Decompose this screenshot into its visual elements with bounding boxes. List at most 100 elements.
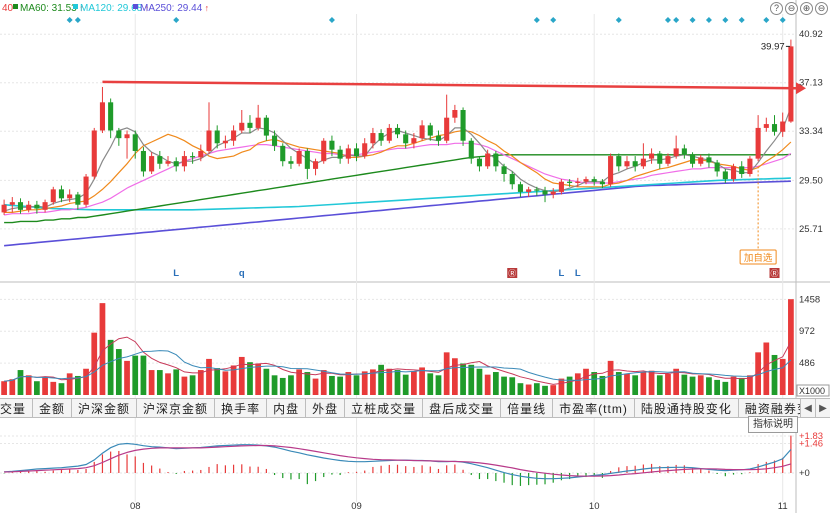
candle-body [99,102,105,131]
event-diamond [722,17,729,23]
candle-body [567,181,573,183]
volume-bar [124,360,130,395]
candle-body [460,110,466,141]
volume-bar [386,368,393,395]
volume-bar [755,352,761,395]
macd-tick-label: +0 [799,468,810,479]
tab-amount[interactable]: 金额 [33,399,73,417]
candle-body [755,127,761,159]
event-diamond [705,17,712,23]
candle-body [140,150,146,172]
volume-ma10-line [4,350,792,382]
event-mark: L [575,268,581,279]
zoom-in-icon[interactable]: ⊕ [800,2,813,15]
candle-body [608,156,614,185]
volume-bar [492,372,499,395]
volume-bar [738,377,745,395]
candle-body [378,133,384,141]
tab-outer[interactable]: 外盘 [306,399,346,417]
event-mark: q [239,268,245,279]
tab-turnover[interactable]: 换手率 [215,399,268,417]
candle-body [550,191,556,195]
candle-body [763,124,769,128]
candle-body [501,166,507,174]
volume-bar [148,370,155,395]
candle-body [657,153,663,164]
candle-body [247,122,253,128]
legend-swatch-ma250 [133,4,138,9]
volume-bar [353,375,360,395]
candle-body [198,150,204,158]
volume-bar [452,358,458,395]
legend-swatch-ma120 [73,4,78,9]
tab-scroll-left-icon[interactable]: ◀ [800,399,815,417]
candle-body [435,135,442,141]
volume-bar [533,383,540,395]
volume-bar [640,372,647,395]
volume-bar [435,375,442,395]
tab-after-hours-volume[interactable]: 盘后成交量 [423,399,502,417]
candle-body [517,184,523,192]
candle-body [149,156,155,172]
candle-body [83,176,89,205]
volume-bar [337,376,343,395]
candle-body [780,121,786,132]
volume-bar [214,368,221,395]
report-badge-label: Ⓡ [771,269,779,278]
tab-scroll: ◀ ▶ [800,399,830,417]
volume-bar [288,375,294,395]
volume-bar [714,379,721,395]
candle-body [427,125,433,136]
volume-bar [361,371,368,395]
indicator-explain-button[interactable]: 指标说明 [748,416,798,433]
volume-bar [394,370,401,395]
high-price-label: 39.97 [761,41,785,52]
volume-tick-label: 972 [799,326,815,337]
candle-body [67,194,73,199]
annotation-arrow-line [102,80,797,90]
tab-northbound[interactable]: 陆股通持股变化 [635,399,739,417]
candle-body [190,156,196,158]
candle-body [181,156,187,167]
candle-body [116,130,122,139]
zoom-out-icon[interactable]: ⊖ [785,2,798,15]
candle-body [485,153,491,167]
volume-bar [115,349,122,395]
volume-bar [747,375,753,395]
volume-bar [673,368,680,395]
month-label: 10 [589,501,600,512]
volume-bar [615,372,622,395]
volume-bar [230,365,237,395]
ma120-line [4,177,791,211]
tab-scroll-right-icon[interactable]: ▶ [815,399,830,417]
tab-pile-volume[interactable]: 立桩成交量 [345,399,424,417]
candle-body [124,134,130,139]
tab-inner[interactable]: 内盘 [267,399,307,417]
price-tick-label: 37.13 [799,78,823,89]
tab-hs-amount[interactable]: 沪深金额 [72,399,138,417]
volume-unit-box [796,384,830,397]
volume-bar [34,381,40,395]
legend-ma60-arrow: ↑ [79,3,84,13]
minus-icon[interactable]: ⊖ [815,2,828,15]
candle-body [411,138,417,144]
indicator-tab-bar: 交量 金额 沪深金额 沪深京金额 换手率 内盘 外盘 立桩成交量 盘后成交量 倍… [0,398,830,418]
volume-bar [83,368,89,395]
tab-hsj-amount[interactable]: 沪深京金额 [137,399,216,417]
volume-bar [17,370,24,395]
volume-bar [722,381,729,395]
help-icon[interactable]: ? [770,2,783,15]
candle-body [444,117,450,141]
volume-bar [107,339,114,395]
volume-bar [296,369,303,395]
candle-body [255,117,261,128]
volume-bar [263,368,270,395]
tab-pe-ttm[interactable]: 市盈率(ttm) [553,399,635,417]
tab-double-volume[interactable]: 倍量线 [501,399,554,417]
tab-volume[interactable]: 交量 [0,399,34,417]
volume-bar [624,374,630,395]
event-diamond [173,17,180,23]
volume-bar [788,299,794,395]
month-label: 11 [778,501,788,512]
event-diamond [664,17,671,23]
